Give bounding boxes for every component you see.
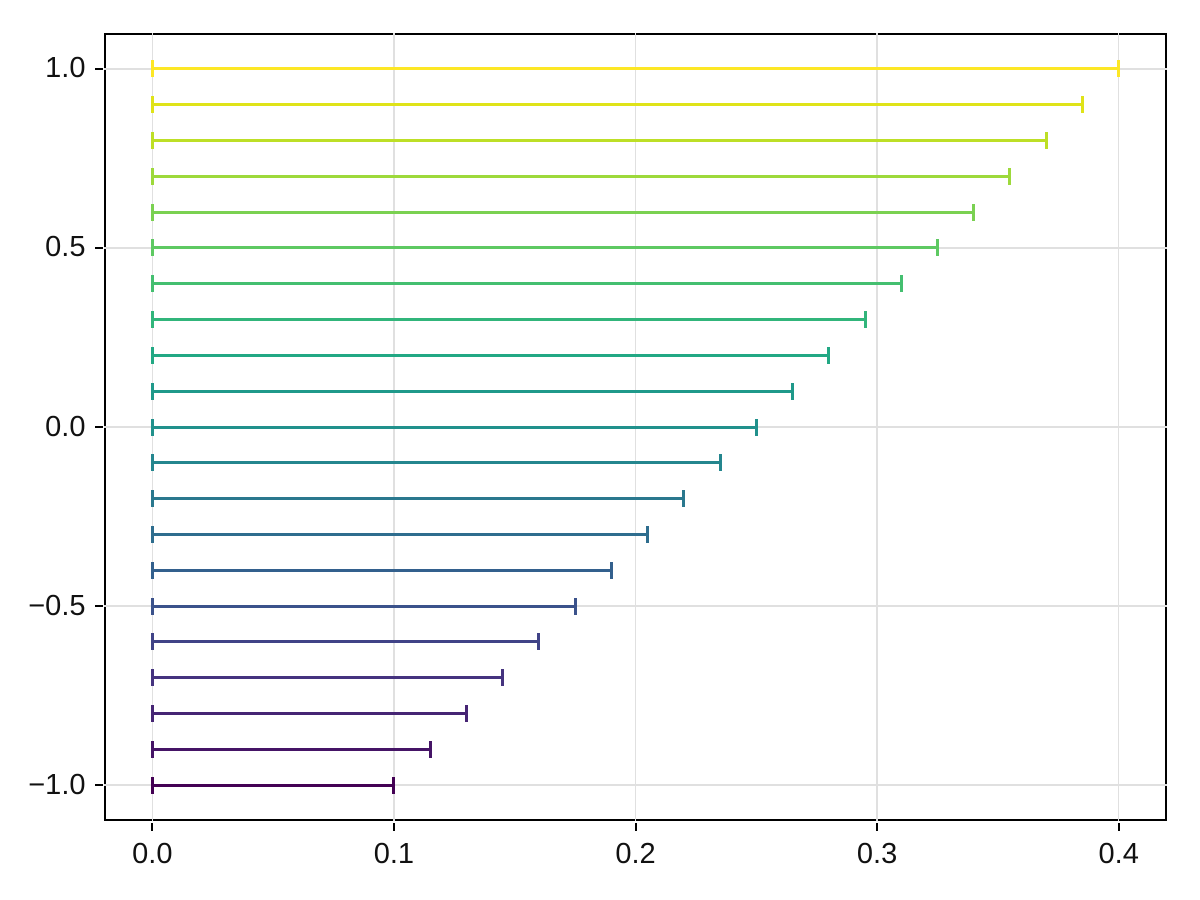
errorbar-cap-left (150, 740, 154, 758)
errorbar-cap-right (537, 633, 541, 651)
errorbar-line (152, 282, 902, 286)
x-tick-label: 0.3 (856, 837, 898, 870)
errorbar-line (152, 246, 938, 250)
y-tick (94, 784, 103, 787)
errorbar-line (152, 389, 793, 393)
x-tick (1117, 822, 1120, 831)
errorbar-line (152, 103, 1083, 107)
errorbar-line (152, 568, 612, 572)
y-tick-label: −1.0 (28, 768, 86, 801)
y-tick-label: 0.0 (45, 410, 86, 443)
x-tick (634, 822, 637, 831)
y-tick (94, 426, 103, 428)
errorbar-line (152, 747, 431, 751)
errorbar-cap-right (718, 454, 722, 472)
errorbar-line (152, 67, 1119, 71)
errorbar-cap-left (150, 382, 154, 400)
errorbar-cap-left (150, 131, 154, 149)
errorbar-line (152, 712, 467, 716)
x-tick-label: 0.0 (132, 837, 173, 870)
y-tick-label: 0.5 (45, 231, 86, 264)
errorbar-cap-left (150, 203, 154, 221)
errorbar-cap-right (899, 275, 903, 293)
errorbar-cap-left (150, 60, 154, 78)
errorbar-cap-right (573, 597, 577, 615)
errorbar-cap-right (827, 346, 831, 364)
errorbar-cap-right (1080, 96, 1084, 114)
errorbar-line (152, 461, 721, 465)
errorbar-cap-left (150, 418, 154, 436)
errorbar-line (152, 425, 757, 429)
errorbar-cap-left (150, 239, 154, 257)
errorbar-cap-left (150, 346, 154, 364)
errorbar-cap-right (1044, 131, 1048, 149)
errorbar-line (152, 210, 974, 214)
errorbar-cap-left (150, 705, 154, 723)
y-gridline (104, 605, 1167, 607)
errorbar-cap-right (754, 418, 758, 436)
errorbar-cap-left (150, 454, 154, 472)
y-tick-label: −0.5 (28, 589, 86, 622)
errorbar-cap-right (609, 561, 613, 579)
errorbar-line (152, 676, 503, 680)
errorbar-cap-right (428, 740, 432, 758)
errorbar-cap-left (150, 776, 154, 794)
errorbar-cap-right (392, 776, 396, 794)
errorbar-cap-right (791, 382, 795, 400)
errorbar-cap-right (972, 203, 976, 221)
x-tick-label: 0.1 (373, 837, 415, 870)
y-tick (94, 605, 103, 608)
errorbar-cap-left (150, 633, 154, 651)
errorbar-cap-left (150, 525, 154, 543)
errorbar-line (152, 353, 829, 357)
x-tick (876, 822, 879, 831)
errorbar-cap-left (150, 167, 154, 185)
x-tick (151, 822, 154, 831)
errorbar-line (152, 318, 865, 322)
errorbar-cap-left (150, 597, 154, 615)
errorbar-cap-left (150, 490, 154, 508)
errorbar-cap-right (501, 669, 505, 687)
errorbar-cap-right (682, 490, 686, 508)
errorbar-line (152, 497, 684, 501)
errorbar-cap-left (150, 561, 154, 579)
errorbar-cap-right (464, 705, 468, 723)
errorbar-cap-left (150, 669, 154, 687)
errorbar-cap-right (863, 311, 867, 329)
errorbar-cap-right (646, 525, 650, 543)
y-tick (94, 246, 103, 249)
errorbar-cap-left (150, 96, 154, 114)
y-gridline (104, 784, 1167, 786)
y-tick (94, 67, 103, 70)
errorbar-cap-right (935, 239, 939, 257)
errorbar-line (152, 783, 394, 787)
errorbar-line (152, 532, 648, 536)
errorbar-line (152, 640, 539, 644)
x-tick (392, 822, 395, 831)
errorbar-cap-left (150, 275, 154, 293)
errorbar-line (152, 604, 576, 608)
errorbar-line (152, 174, 1010, 178)
errorbar-cap-right (1117, 60, 1121, 78)
x-tick-label: 0.2 (615, 837, 656, 870)
y-tick-label: 1.0 (45, 52, 86, 85)
errorbar-cap-right (1008, 167, 1012, 185)
errorbar-line (152, 138, 1047, 142)
errorbar-cap-left (150, 311, 154, 329)
x-tick-label: 0.4 (1098, 837, 1139, 870)
